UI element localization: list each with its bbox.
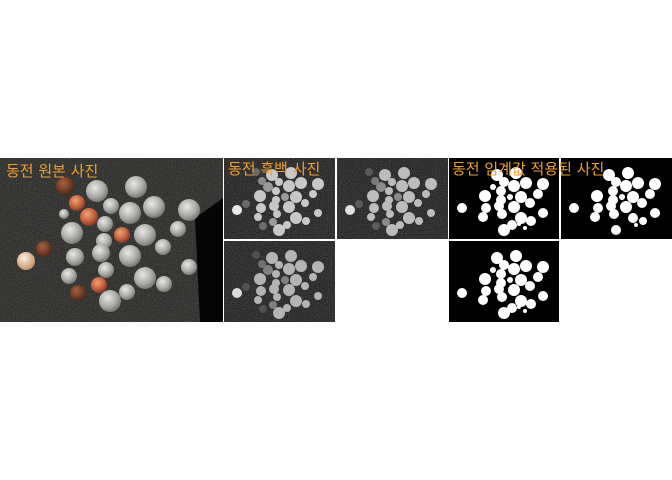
threshold-photo-2 <box>561 158 672 239</box>
threshold-photo-3 <box>449 241 559 322</box>
threshold-coin-image-2 <box>561 158 672 239</box>
original-coin-photo <box>0 158 223 322</box>
gray-photo-2 <box>224 241 335 322</box>
gray-coin-image-3 <box>337 158 448 239</box>
coins <box>17 176 200 312</box>
original-coin-image <box>0 158 223 322</box>
gray-coin-image <box>224 158 335 239</box>
threshold-caption: 동전 임계값 적용된 사진 <box>452 160 605 178</box>
gray-photo-3 <box>337 158 448 239</box>
gray-photo-1 <box>224 158 335 239</box>
threshold-coin-image-3 <box>449 241 559 322</box>
original-caption: 동전 원본 사진 <box>6 162 99 180</box>
threshold-coin-image <box>449 158 559 239</box>
gray-caption: 동전 흑백 사진 <box>228 160 321 178</box>
gray-coin-image-2 <box>224 241 335 322</box>
threshold-photo-1 <box>449 158 559 239</box>
